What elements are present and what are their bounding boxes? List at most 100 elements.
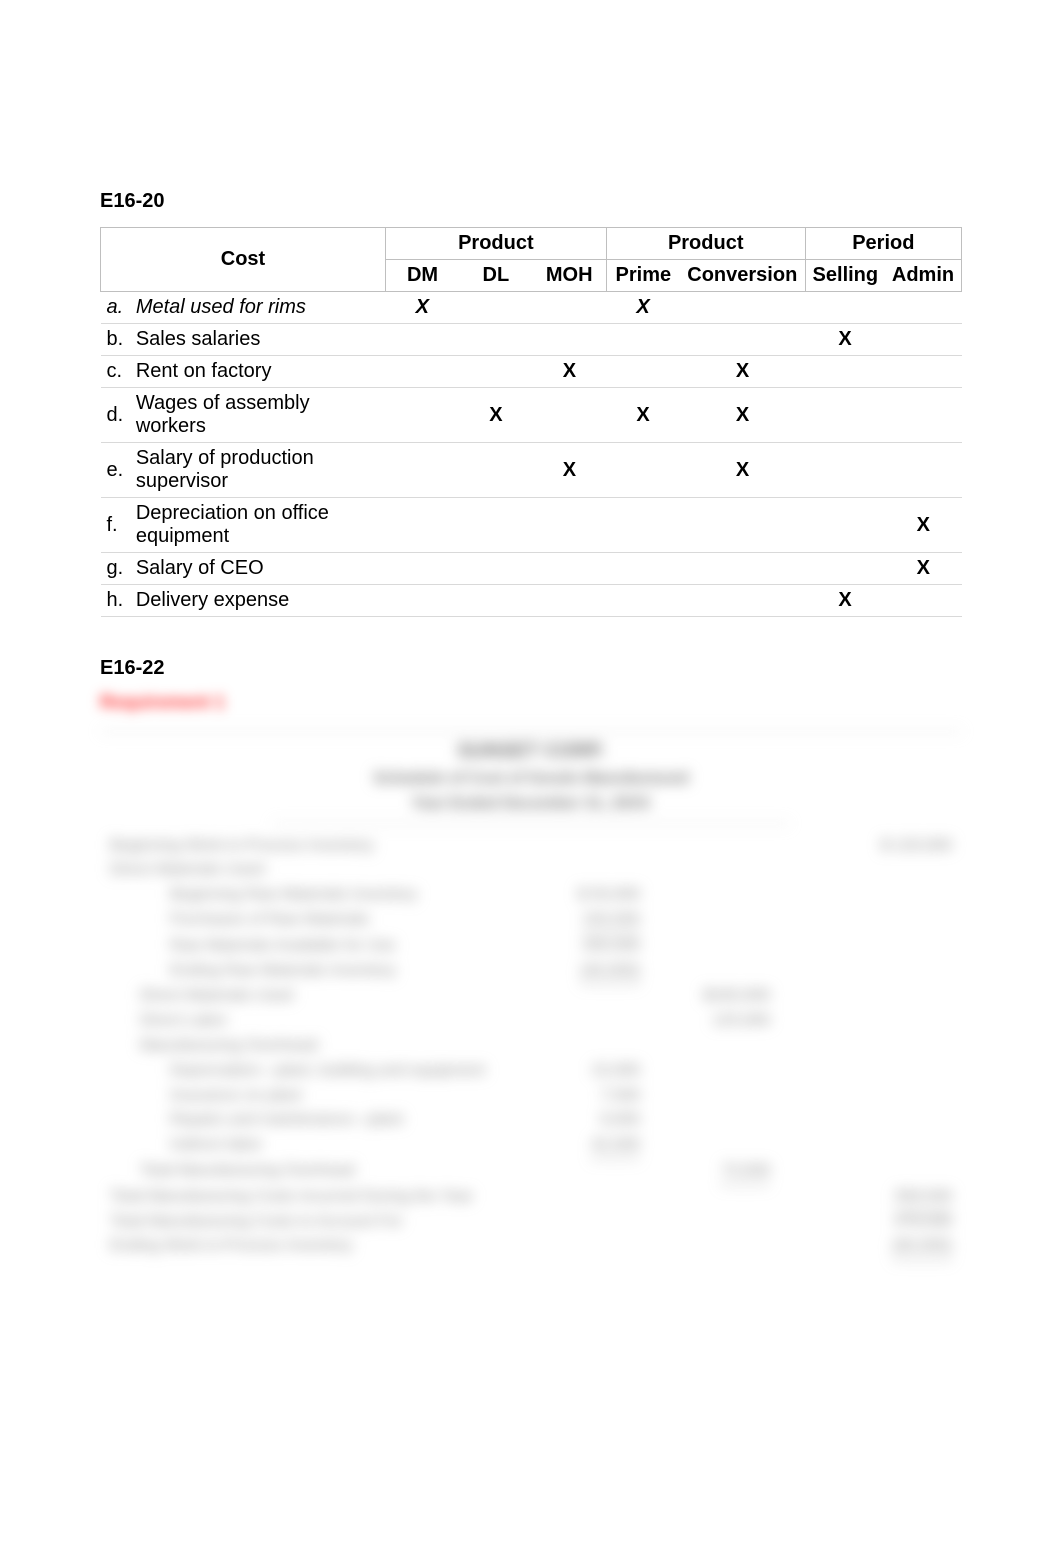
blur-col-3 xyxy=(660,1133,790,1159)
table-row: b.Sales salariesX xyxy=(101,324,962,356)
blur-line-label: Direct Labor xyxy=(100,1009,530,1034)
mark-dl xyxy=(459,443,533,498)
blur-col-4 xyxy=(790,883,962,908)
blur-line-label: Insurance on plant xyxy=(100,1084,530,1109)
mark-dl xyxy=(459,292,533,324)
table-header: Cost Product Product Period DM DL MOH Pr… xyxy=(101,228,962,292)
blur-lines-container: Beginning Work-in-Process Inventory $ 120… xyxy=(100,834,962,1261)
mark-conv xyxy=(680,553,805,585)
row-label: Wages of assembly workers xyxy=(130,388,386,443)
row-label: Metal used for rims xyxy=(130,292,386,324)
row-letter: c. xyxy=(101,356,130,388)
mark-selling xyxy=(805,553,885,585)
blur-col-3 xyxy=(660,959,790,985)
blur-line-label: Total Manufacturing Costs to Account For xyxy=(100,1210,530,1235)
row-letter: d. xyxy=(101,388,130,443)
header-admin: Admin xyxy=(885,260,962,292)
mark-conv: X xyxy=(680,443,805,498)
blur-col-4: $ 120,000 xyxy=(790,834,962,859)
table-row: h.Delivery expenseX xyxy=(101,585,962,617)
blur-col-2 xyxy=(530,1234,660,1260)
mark-dl xyxy=(459,498,533,553)
blur-line: Raw Materials Available for Use200,000 xyxy=(100,934,962,959)
header-moh: MOH xyxy=(533,260,607,292)
blur-col-3 xyxy=(660,1234,790,1260)
blur-col-2 xyxy=(530,1009,660,1034)
blur-line: Beginning Work-in-Process Inventory $ 120… xyxy=(100,834,962,859)
mark-admin: X xyxy=(885,553,962,585)
blur-line-label: Beginning Work-in-Process Inventory xyxy=(100,834,530,859)
blur-col-4 xyxy=(790,984,962,1009)
mark-dm xyxy=(385,498,459,553)
blur-line-label: Beginning Raw Materials Inventory xyxy=(100,883,530,908)
mark-dl xyxy=(459,324,533,356)
section-e16-22: E16-22 Requirement 1 SUNSET CORP. Schedu… xyxy=(100,657,962,1260)
page: E16-20 Cost Product Product Period DM DL… xyxy=(0,0,1062,1300)
mark-selling xyxy=(805,498,885,553)
blur-col-2 xyxy=(530,1210,660,1235)
blur-line-label: Manufacturing Overhead: xyxy=(100,1034,530,1059)
mark-moh: X xyxy=(533,443,607,498)
blur-col-2: 15,000 xyxy=(530,1059,660,1084)
mark-admin xyxy=(885,443,962,498)
blur-line-label: Repairs and maintenance—plant xyxy=(100,1108,530,1133)
mark-admin xyxy=(885,292,962,324)
blur-line: Insurance on plant7,500 xyxy=(100,1084,962,1109)
blur-col-3 xyxy=(660,834,790,859)
blur-col-2: 200,000 xyxy=(530,934,660,959)
header-dm: DM xyxy=(385,260,459,292)
mark-dm xyxy=(385,443,459,498)
row-label: Sales salaries xyxy=(130,324,386,356)
row-label: Delivery expense xyxy=(130,585,386,617)
blur-col-2 xyxy=(530,1159,660,1185)
mark-moh xyxy=(533,388,607,443)
blur-line: Beginning Raw Materials Inventory$ 50,00… xyxy=(100,883,962,908)
mark-moh: X xyxy=(533,356,607,388)
blur-line-label: Ending Work-in-Process Inventory xyxy=(100,1234,530,1260)
mark-moh xyxy=(533,498,607,553)
blur-col-4 xyxy=(790,908,962,934)
blur-line-label: Depreciation—plant, building and equipme… xyxy=(100,1059,530,1084)
blur-line: Repairs and maintenance—plant9,000 xyxy=(100,1108,962,1133)
table-row: g.Salary of CEOX xyxy=(101,553,962,585)
mark-admin xyxy=(885,324,962,356)
blur-line: Direct Labor125,000 xyxy=(100,1009,962,1034)
blur-line-label: Total Manufacturing Overhead xyxy=(100,1159,530,1185)
mark-dm xyxy=(385,324,459,356)
mark-admin xyxy=(885,388,962,443)
mark-prime: X xyxy=(606,292,680,324)
header-conversion: Conversion xyxy=(680,260,805,292)
blur-col-2 xyxy=(530,984,660,1009)
blur-line: Purchases of Raw Materials150,000 xyxy=(100,908,962,934)
row-label: Rent on factory xyxy=(130,356,386,388)
blur-col-4: (60,000) xyxy=(790,1234,962,1260)
mark-dm xyxy=(385,553,459,585)
mark-prime xyxy=(606,356,680,388)
mark-dm: X xyxy=(385,292,459,324)
blur-col-2: (40,000) xyxy=(530,959,660,985)
blur-col-3: $160,000 xyxy=(660,984,790,1009)
mark-conv: X xyxy=(680,356,805,388)
blur-col-4: 478,500 xyxy=(790,1210,962,1235)
blur-col-3 xyxy=(660,883,790,908)
blur-col-4: 358,500 xyxy=(790,1185,962,1210)
mark-dm xyxy=(385,585,459,617)
mark-prime xyxy=(606,585,680,617)
mark-dm xyxy=(385,356,459,388)
blur-col-4 xyxy=(790,1034,962,1059)
blur-col-3 xyxy=(660,858,790,883)
mark-prime xyxy=(606,498,680,553)
row-letter: g. xyxy=(101,553,130,585)
table-row: f.Depreciation on office equipmentX xyxy=(101,498,962,553)
row-letter: f. xyxy=(101,498,130,553)
table-row: a.Metal used for rimsXX xyxy=(101,292,962,324)
mark-moh xyxy=(533,324,607,356)
blur-col-3 xyxy=(660,1084,790,1109)
blur-line: Direct Materials Used$160,000 xyxy=(100,984,962,1009)
header-period-group: Period xyxy=(805,228,961,260)
blur-col-4 xyxy=(790,1108,962,1133)
blur-col-3: 73,500 xyxy=(660,1159,790,1185)
mark-moh xyxy=(533,292,607,324)
mark-selling: X xyxy=(805,324,885,356)
header-cost: Cost xyxy=(101,228,386,292)
